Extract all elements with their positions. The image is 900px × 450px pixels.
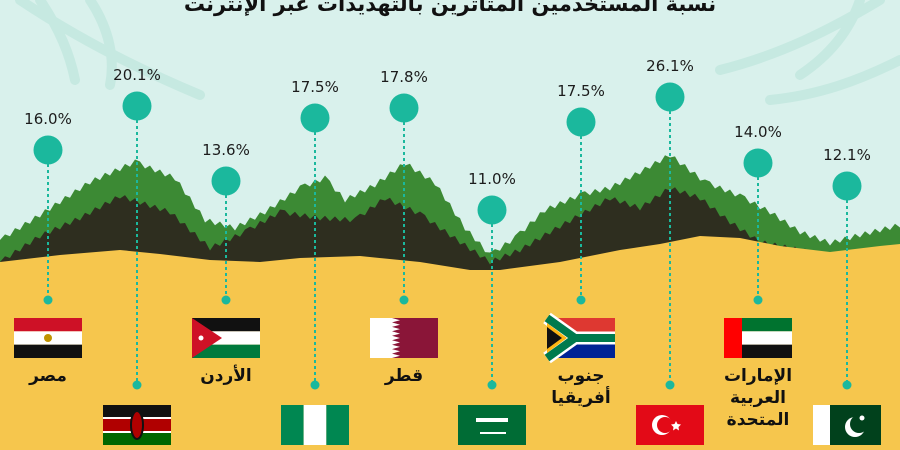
- country-label: قطر: [344, 365, 464, 387]
- value-label: 14.0%: [734, 123, 782, 141]
- stem-anchor-dot: [842, 380, 852, 390]
- country-label: الأردن: [166, 365, 286, 387]
- flag-jordan-black: [192, 318, 260, 332]
- chart-title: نسبة المستخدمين المتأثرين بالتهديدات عبر…: [183, 0, 717, 16]
- value-marker: [655, 82, 685, 112]
- flag-nigeria-green: [281, 405, 304, 445]
- country-label-line: العربية: [729, 388, 786, 408]
- stem-anchor-dot: [310, 380, 320, 390]
- country-label-line: مصر: [29, 366, 67, 386]
- value-marker: [477, 195, 507, 225]
- sand-ground: [0, 236, 900, 450]
- stem-anchor-dot: [399, 295, 409, 305]
- value-marker: [33, 135, 63, 165]
- stem-anchor-dot: [753, 295, 763, 305]
- flag-jordan-star: [198, 335, 204, 341]
- value-marker: [743, 148, 773, 178]
- value-label: 16.0%: [24, 110, 72, 128]
- value-label: 26.1%: [646, 57, 694, 75]
- country-label-line: أفريقيا: [551, 388, 611, 408]
- value-marker: [832, 171, 862, 201]
- value-label: 17.8%: [380, 68, 428, 86]
- country-label: الإمارات العربية المتحدة: [698, 365, 818, 431]
- stem-anchor-dot: [43, 295, 53, 305]
- stem-anchor-dot: [576, 295, 586, 305]
- flag-egypt-eagle: [44, 334, 52, 342]
- stem-anchor-dot: [132, 380, 142, 390]
- country-label-line: جنوب: [557, 366, 605, 386]
- value-label: 17.5%: [557, 82, 605, 100]
- stem-anchor-dot: [221, 295, 231, 305]
- flag-pakistan-crescent-cut: [850, 415, 868, 433]
- flag-southafrica-black-triangle: [547, 327, 562, 349]
- flag-nigeria-green: [326, 405, 349, 445]
- palm-leaf-decoration-left: [15, 0, 205, 100]
- flag-turkey-star: [671, 421, 681, 431]
- country-label: مصر: [0, 365, 108, 387]
- flag-pakistan-star: [859, 415, 865, 421]
- flag-turkey-crescent-cut: [657, 417, 673, 433]
- flag-uae-red: [724, 318, 742, 358]
- value-label: 20.1%: [113, 66, 161, 84]
- value-label: 12.1%: [823, 146, 871, 164]
- stem-anchor-dot: [665, 380, 675, 390]
- value-label: 13.6%: [202, 141, 250, 159]
- flag-saudi-sword: [480, 432, 506, 434]
- palm-leaf-decoration-right: [715, 0, 900, 105]
- value-marker: [389, 93, 419, 123]
- country-label: جنوب أفريقيا: [521, 365, 641, 409]
- flag-southafrica-green-y: [544, 314, 615, 362]
- country-label-line: الأردن: [200, 366, 252, 386]
- value-marker: [300, 103, 330, 133]
- flag-saudi-script: [476, 418, 508, 422]
- country-label-line: المتحدة: [726, 410, 790, 430]
- flag-pakistan-white: [813, 405, 830, 445]
- stem-anchor-dot: [487, 380, 497, 390]
- value-marker: [566, 107, 596, 137]
- flag-egypt-red: [14, 318, 82, 332]
- value-marker: [211, 166, 241, 196]
- value-label: 11.0%: [468, 170, 516, 188]
- value-marker: [122, 91, 152, 121]
- flag-nigeria-white: [303, 405, 327, 445]
- flag-kenya-shield: [130, 410, 144, 440]
- value-label: 17.5%: [291, 78, 339, 96]
- flag-jordan-triangle: [192, 318, 222, 358]
- flag-qatar-white-serrated: [370, 318, 400, 358]
- flag-jordan-green: [192, 344, 260, 358]
- country-label-line: قطر: [384, 366, 424, 386]
- flag-saudi-green: [458, 405, 526, 445]
- flag-egypt-black: [14, 344, 82, 358]
- country-label-line: الإمارات: [723, 366, 793, 386]
